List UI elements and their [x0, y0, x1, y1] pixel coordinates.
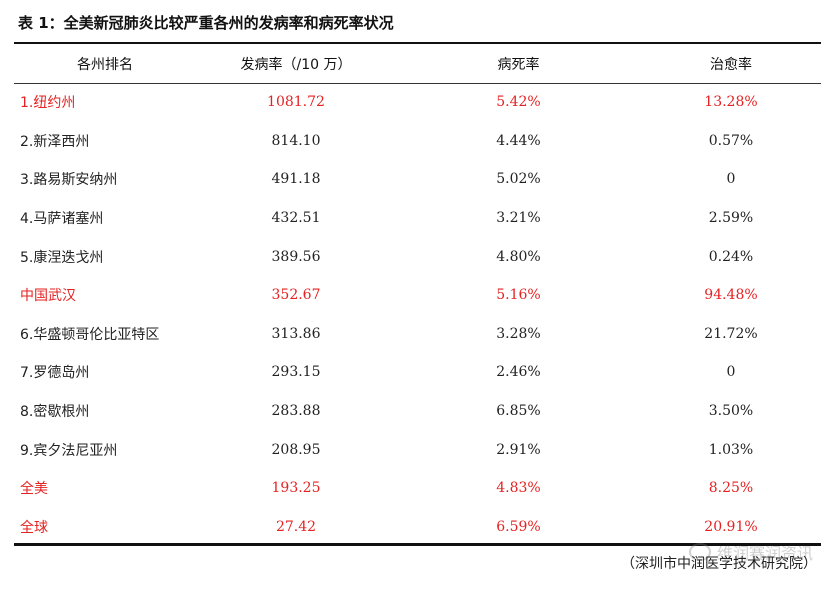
cell-fatality: 4.83% [496, 480, 541, 497]
table-row: 7.罗德岛州 293.15 2.46% 0 [14, 353, 821, 392]
cell-fatality: 5.16% [496, 287, 541, 304]
cell-name: 5.康涅迭戈州 [20, 249, 104, 266]
table-header-rule [14, 83, 821, 84]
wechat-icon [688, 543, 711, 561]
cell-name: 中国武汉 [20, 288, 76, 305]
cell-name: 2.新泽西州 [20, 133, 90, 150]
column-header-cure: 治愈率 [710, 57, 752, 73]
cell-incidence: 389.56 [271, 248, 321, 265]
table-row: 9.宾夕法尼亚州 208.95 2.91% 1.03% [14, 430, 821, 469]
cell-name: 3.路易斯安纳州 [20, 172, 118, 189]
table-top-rule [14, 42, 821, 44]
cell-incidence: 491.18 [271, 171, 321, 188]
cell-fatality: 6.85% [496, 403, 541, 420]
cell-cure: 0.57% [708, 132, 754, 149]
cell-fatality: 5.02% [496, 171, 541, 188]
table-row: 3.路易斯安纳州 491.18 5.02% 0 [14, 160, 821, 199]
table-row: 8.密歇根州 283.88 6.85% 3.50% [14, 392, 821, 431]
cell-fatality: 4.80% [496, 248, 541, 265]
table-row: 全球 27.42 6.59% 20.91% [14, 508, 821, 547]
source-note: （深圳市中润医学技术研究院） [621, 556, 817, 572]
column-header-fatality: 病死率 [497, 57, 540, 73]
cell-incidence: 208.95 [271, 441, 321, 458]
cell-cure: 0 [726, 171, 736, 188]
column-header-name: 各州排名 [77, 57, 133, 73]
cell-incidence: 352.67 [271, 287, 321, 304]
table-row: 1.纽约州 1081.72 5.42% 13.28% [14, 83, 821, 122]
watermark-text: 维润赛润资讯 [716, 544, 813, 563]
cell-fatality: 3.21% [496, 210, 541, 227]
cell-cure: 8.25% [708, 480, 754, 497]
cell-name: 8.密歇根州 [20, 404, 90, 421]
cell-incidence: 814.10 [271, 132, 321, 149]
cell-cure: 13.28% [704, 94, 758, 111]
table-row: 4.马萨诸塞州 432.51 3.21% 2.59% [14, 199, 821, 238]
cell-cure: 3.50% [708, 403, 754, 420]
table-row: 2.新泽西州 814.10 4.44% 0.57% [14, 122, 821, 161]
table-row: 全美 193.25 4.83% 8.25% [14, 469, 821, 508]
cell-cure: 2.59% [708, 210, 754, 227]
cell-cure: 20.91% [704, 518, 758, 535]
cell-name: 6.华盛顿哥伦比亚特区 [20, 326, 160, 343]
cell-name: 全球 [20, 519, 48, 536]
watermark: 维润赛润资讯 [688, 540, 813, 564]
cell-fatality: 2.91% [496, 441, 541, 458]
cell-incidence: 283.88 [271, 403, 321, 420]
cell-incidence: 193.25 [271, 480, 321, 497]
data-table: 各州排名 发病率（/10 万） 病死率 治愈率 1.纽约州 1081.72 5.42… [14, 45, 821, 546]
table-row: 6.华盛顿哥伦比亚特区 313.86 3.28% 21.72% [14, 315, 821, 354]
table-title: 表 1：全美新冠肺炎比较严重各州的发病率和病死率状况 [18, 14, 394, 32]
header-row: 各州排名 发病率（/10 万） 病死率 治愈率 [14, 45, 821, 83]
cell-incidence: 1081.72 [267, 94, 325, 111]
cell-name: 4.马萨诸塞州 [20, 211, 104, 228]
table-row: 5.康涅迭戈州 389.56 4.80% 0.24% [14, 237, 821, 276]
cell-fatality: 4.44% [496, 132, 541, 149]
cell-incidence: 293.15 [271, 364, 321, 381]
column-header-incidence: 发病率（/10 万） [240, 57, 352, 73]
cell-name: 1.纽约州 [20, 95, 76, 112]
cell-cure: 0 [726, 364, 736, 381]
cell-fatality: 3.28% [496, 325, 541, 342]
cell-name: 全美 [20, 481, 48, 498]
cell-fatality: 2.46% [496, 364, 541, 381]
cell-cure: 0.24% [708, 248, 754, 265]
cell-cure: 1.03% [708, 441, 754, 458]
cell-incidence: 27.42 [275, 518, 317, 535]
cell-name: 9.宾夕法尼亚州 [20, 442, 118, 459]
cell-fatality: 5.42% [496, 94, 541, 111]
cell-cure: 21.72% [704, 325, 758, 342]
cell-cure: 94.48% [704, 287, 758, 304]
cell-incidence: 432.51 [271, 210, 321, 227]
cell-name: 7.罗德岛州 [20, 365, 90, 382]
cell-incidence: 313.86 [271, 325, 321, 342]
table-row: 中国武汉 352.67 5.16% 94.48% [14, 276, 821, 315]
cell-fatality: 6.59% [496, 518, 541, 535]
table-bottom-rule [14, 543, 821, 546]
